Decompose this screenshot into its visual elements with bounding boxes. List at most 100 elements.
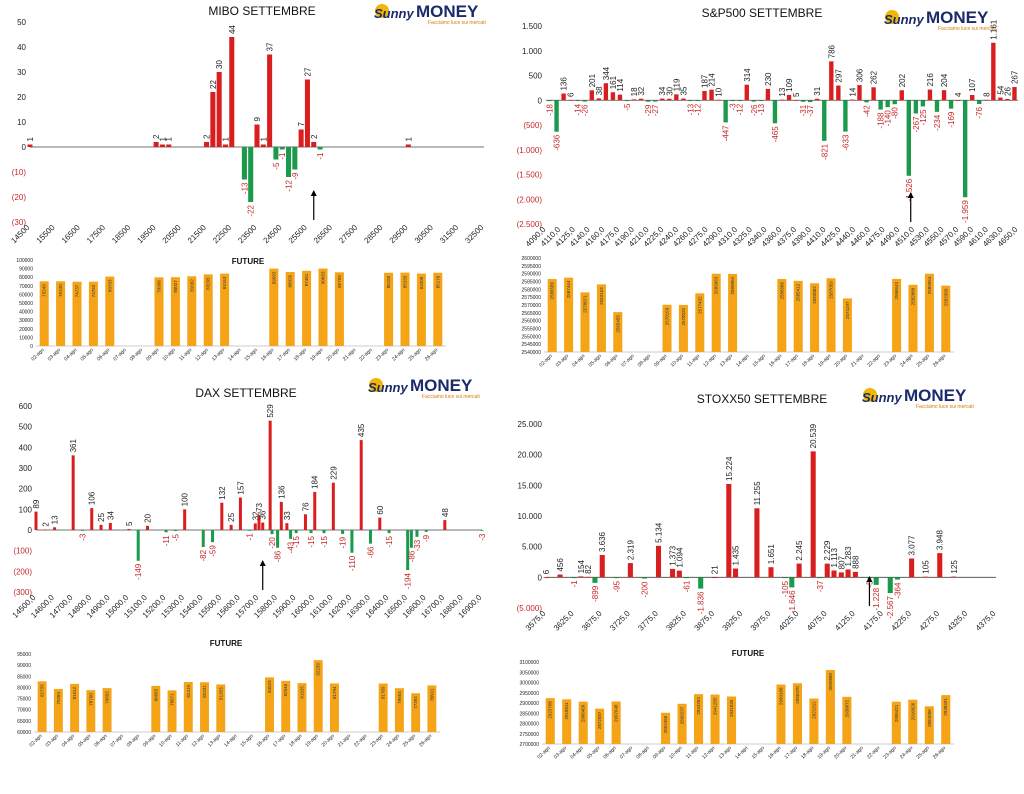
oi-bar [831,570,837,578]
future-title: FUTURE [732,649,765,658]
oi-bar [737,100,742,102]
bar-value-label: 109 [785,78,794,92]
x-tick-label: 4075,0 [805,609,829,633]
bar-value-label: 4 [954,92,963,97]
oi-bar [108,522,112,530]
bar-value-label: 529 [266,404,275,418]
bar-value-label: 1 [259,137,268,142]
x-date-label: 03-ago [553,745,568,760]
bar-value-label: 132 [218,486,227,500]
oi-bar [617,94,623,101]
bar-value-label: 456 [556,558,565,572]
future-bar [183,682,193,732]
x-date-label: 18-ago [288,733,303,748]
bar-value-label: 8 [982,92,991,97]
y-tick-label: (2.000) [517,195,543,204]
future-value-label: 2574197 [845,301,850,319]
bar-value-label: 262 [870,70,879,84]
y-tick-label: 2585000 [522,280,542,286]
x-date-label: 10-ago [162,347,177,362]
bar-value-label: -1.646 [788,590,797,613]
future-value-label: 75249 [42,284,47,297]
sun-icon [885,10,899,24]
future-bar [394,688,404,732]
future-bar [37,681,47,732]
y-tick-label: (500) [523,121,542,130]
bar-value-label: -447 [722,125,731,142]
oi-bar [716,99,721,101]
mibo-future-chart: FUTURE1000009000080000700006000050000400… [16,257,446,362]
bar-value-label: -12 [736,103,745,115]
oi-bar [923,576,929,578]
x-date-label: 07-ago [109,733,124,748]
bar-value-label: -19 [339,536,348,548]
oi-bar [810,451,816,578]
future-value-label: 83295 [206,277,211,290]
bar-value-label: -37 [806,105,815,117]
y-tick-label: 2555000 [522,327,542,333]
future-value-label: 74763 [91,284,96,297]
y-tick-label: 5.000 [522,543,543,552]
x-tick-label: 3975,0 [749,609,773,633]
future-value-label: 2943284 [696,697,701,715]
future-value-label: 2589804 [730,276,735,294]
future-bar [220,273,230,346]
oi-bar [857,85,862,101]
oi-bar [638,98,644,101]
oi-bar [369,530,372,544]
future-bar [285,272,295,346]
y-tick-label: 2700000 [520,742,540,748]
bar-value-label: -1.836 [697,591,706,614]
oi-bar [667,98,672,101]
x-date-label: 13-ago [207,733,222,748]
oi-bar [871,87,876,101]
future-bar [378,683,388,732]
future-bar [318,268,328,346]
x-tick-label: 26500 [312,223,334,245]
y-tick-label: 2560000 [522,319,542,325]
future-value-label: 92239 [316,663,321,676]
oi-bar [267,54,273,147]
x-date-label: 17-ago [276,347,291,362]
oi-bar [984,99,989,101]
future-bar [924,273,934,352]
future-value-label: 80911 [429,688,434,701]
oi-bar [279,501,283,530]
logo-sunny: Sunny [884,12,924,27]
oi-bar [726,483,732,578]
x-tick-label: 4325,0 [946,609,970,633]
bar-value-label: -1 [278,152,287,160]
oi-bar [285,523,289,530]
future-bar [56,281,66,346]
y-tick-label: 10000 [19,335,33,341]
y-tick-label: 2595000 [522,264,542,270]
y-tick-label: 80000 [17,685,31,691]
oi-bar [892,100,897,105]
y-tick-label: 2540000 [522,350,542,356]
oi-bar [702,90,707,101]
bar-value-label: 267 [1010,70,1019,84]
bar-value-label: -899 [591,585,600,602]
x-date-label: 04-ago [571,353,586,368]
future-bar [941,695,951,744]
x-date-label: 21-ago [850,745,865,760]
sp500-panel: S&P500 SETTEMBRE Sunny MONEY Facciamo luce … [500,0,1024,246]
future-bar [72,281,82,346]
oi-bar [920,100,926,107]
bar-value-label: -66 [367,546,376,558]
chart-title: S&P500 SETTEMBRE [702,6,823,20]
bar-value-label: 106 [88,491,97,505]
future-bar [695,293,705,352]
x-tick-label: 4125,0 [833,609,857,633]
bar-value-label: -26 [581,104,590,116]
future-value-label: 89993 [271,271,276,284]
x-tick-label: 18500 [110,223,132,245]
future-value-label: 84153 [222,276,227,289]
oi-bar [248,147,254,202]
x-date-label: 12-ago [701,745,716,760]
oi-bar [238,497,242,530]
oi-bar [786,94,792,101]
bar-value-label: -27 [651,104,660,116]
bar-value-label: -9 [422,534,431,542]
future-value-label: 86026 [288,275,293,288]
